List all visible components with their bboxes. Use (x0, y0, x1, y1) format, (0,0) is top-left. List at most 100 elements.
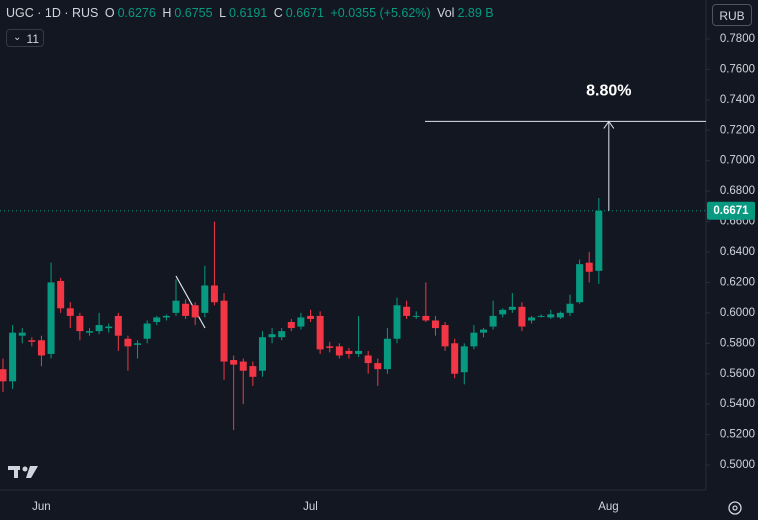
candle-body (201, 285, 209, 313)
candle-body (364, 355, 372, 364)
indicator-count: 11 (26, 32, 39, 46)
candle-body (451, 343, 459, 374)
candle-body (470, 332, 478, 347)
candle-body (220, 300, 228, 362)
price-label: 0.6671 (713, 205, 749, 217)
candle-body (441, 325, 449, 347)
legend-header: UGC · 1D · RUS O 0.6276 H 0.6755 L 0.6191 C… (6, 6, 497, 20)
candle-body (489, 315, 497, 327)
candle-body (28, 340, 36, 342)
candle-body (249, 366, 257, 377)
candle-body (162, 315, 170, 318)
x-tick-label: Aug (598, 501, 618, 513)
y-tick-label: 0.5800 (720, 337, 755, 349)
candle-body (297, 317, 305, 327)
y-tick-label: 0.7200 (720, 124, 755, 136)
high-label: H (162, 6, 172, 20)
y-tick-label: 0.7000 (720, 155, 755, 167)
low-label: L (219, 6, 227, 20)
low-value: 0.6191 (229, 6, 268, 20)
candle-body (326, 346, 334, 348)
candle-body (230, 360, 238, 365)
candle-body (431, 320, 439, 329)
x-tick-label: Jun (32, 501, 51, 513)
candle-body (307, 315, 315, 319)
candle-body (37, 340, 45, 356)
price-label-box (707, 201, 755, 220)
indicator-toggle[interactable]: ⌄ 11 (6, 29, 44, 47)
candle-body (547, 314, 555, 318)
currency-button[interactable]: RUB (712, 4, 752, 26)
candle-body (595, 210, 603, 271)
candle-body (114, 315, 122, 336)
candle-body (556, 312, 564, 318)
candle-body (537, 315, 545, 317)
close-value: 0.6671 (285, 6, 324, 20)
volume-label: Vol (437, 6, 455, 20)
candle-body (18, 332, 26, 336)
candle-body (0, 369, 7, 382)
candle-body (383, 338, 391, 370)
candle-body (182, 303, 190, 316)
candle-body (355, 350, 363, 354)
open-label: O (104, 6, 115, 20)
candle-body (153, 317, 161, 322)
y-tick-label: 0.5600 (720, 368, 755, 380)
candle-body (528, 317, 536, 321)
open-value: 0.6276 (117, 6, 156, 20)
candle-body (393, 305, 401, 339)
candle-body (47, 282, 55, 354)
candle-body (105, 326, 113, 329)
candle-body (66, 308, 74, 316)
x-tick-label: Jul (303, 501, 318, 513)
candle-body (335, 346, 343, 356)
y-tick-label: 0.7400 (720, 94, 755, 106)
close-label: C (273, 6, 283, 20)
candle-body (85, 331, 93, 333)
candle-body (518, 306, 526, 327)
change-value: +0.0355 (+5.62%) (330, 6, 431, 20)
y-tick-label: 0.5200 (720, 429, 755, 441)
candle-body (278, 331, 286, 338)
volume-value: 2.89 B (457, 6, 494, 20)
y-tick-label: 0.7600 (720, 63, 755, 75)
candle-body (566, 303, 574, 313)
y-tick-label: 0.5000 (720, 459, 755, 471)
chevron: ⌄ (13, 32, 22, 43)
candle-body (412, 315, 420, 317)
candle-body (508, 306, 516, 310)
y-tick-label: 0.6200 (720, 276, 755, 288)
candle-body (480, 329, 487, 333)
candle-body (143, 323, 151, 339)
candle-body (210, 285, 218, 303)
candle-body (422, 315, 430, 321)
candle-body (316, 315, 324, 350)
y-tick-label: 0.7800 (720, 33, 755, 45)
settings-icon[interactable] (728, 501, 742, 515)
candle-body (576, 264, 584, 303)
trend-line-drawing (175, 275, 206, 329)
measure-label: 8.80% (586, 83, 631, 100)
candle-body (76, 315, 84, 332)
y-tick-label: 0.6000 (720, 307, 755, 319)
currency: RUB (719, 9, 745, 23)
candle-body (403, 306, 411, 316)
y-tick-label: 0.5400 (720, 398, 755, 410)
symbol: UGC · 1D · RUS (6, 6, 99, 20)
candle-body (172, 300, 180, 313)
candle-body (287, 322, 295, 329)
tv-logo (8, 466, 38, 478)
candle-body (239, 361, 247, 371)
candle-body (460, 346, 468, 373)
y-tick-label: 0.6400 (720, 246, 755, 258)
candle-body (258, 337, 266, 371)
candle-body (499, 309, 507, 315)
candle-body (57, 280, 65, 309)
candle-body (585, 262, 593, 272)
y-tick-label: 0.6800 (720, 185, 755, 197)
candle-body (95, 325, 103, 332)
candle-body (345, 350, 353, 354)
candle-body (374, 363, 382, 370)
